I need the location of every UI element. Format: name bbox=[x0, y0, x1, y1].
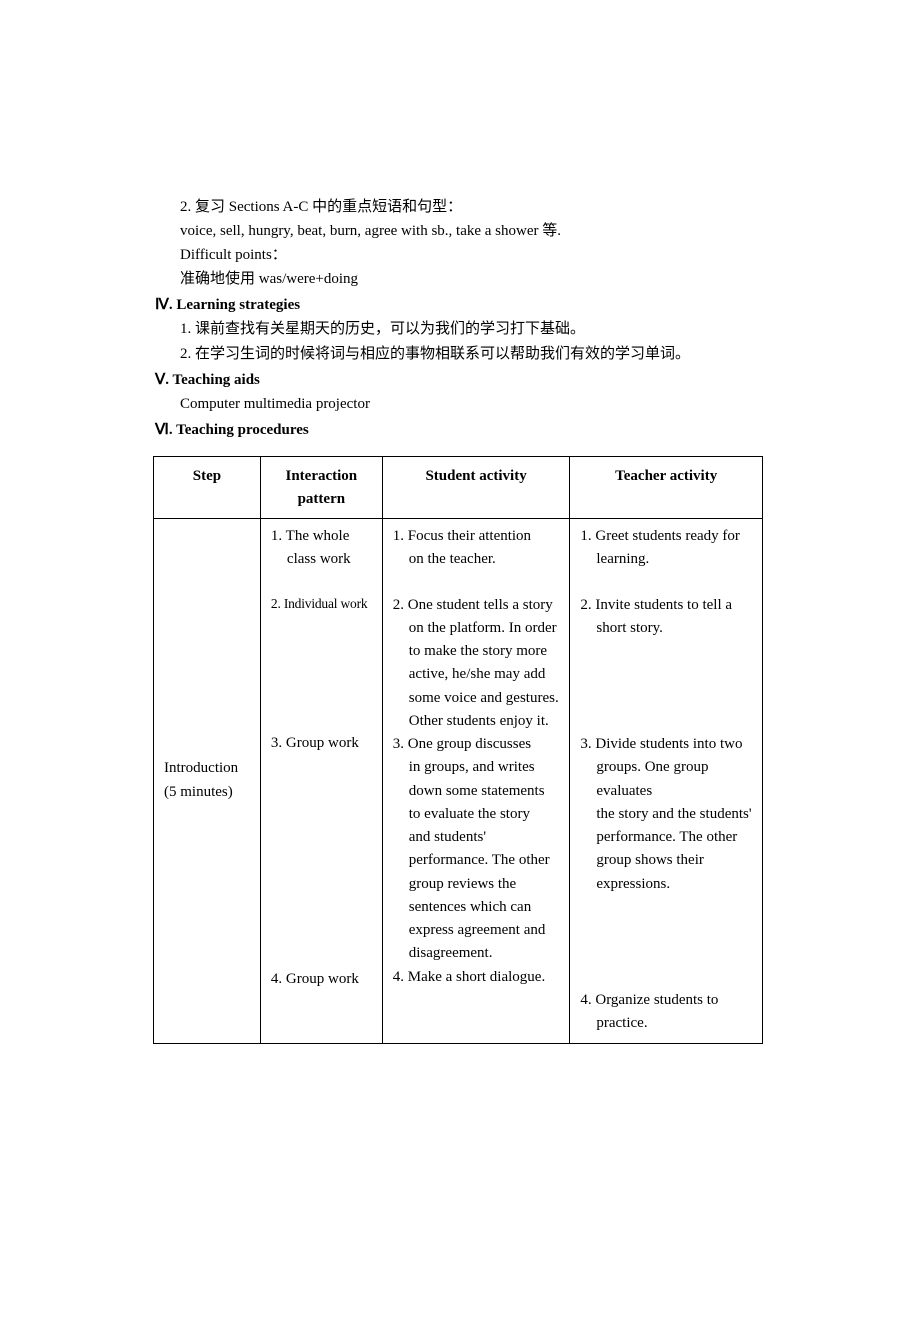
intro-line: voice, sell, hungry, beat, burn, agree w… bbox=[180, 219, 765, 243]
student-item: 1. Focus their attention bbox=[393, 525, 560, 548]
header-step: Step bbox=[154, 457, 261, 519]
section-4-item: 2. 在学习生词的时候将词与相应的事物相联系可以帮助我们有效的学习单词。 bbox=[180, 342, 765, 366]
interaction-item: class work bbox=[271, 548, 372, 571]
table-row: Introduction (5 minutes) 1. The whole cl… bbox=[154, 519, 763, 1044]
header-student: Student activity bbox=[382, 457, 570, 519]
student-item: and students' bbox=[393, 826, 560, 849]
student-item: some voice and gestures. bbox=[393, 687, 560, 710]
student-item: 2. One student tells a story bbox=[393, 594, 560, 617]
section-5-body: Computer multimedia projector bbox=[155, 392, 765, 416]
cell-student: 1. Focus their attention on the teacher.… bbox=[382, 519, 570, 1044]
teacher-item: groups. One group evaluates bbox=[580, 756, 752, 803]
table-header-row: Step Interaction pattern Student activit… bbox=[154, 457, 763, 519]
step-label: Introduction bbox=[164, 756, 250, 780]
step-duration: (5 minutes) bbox=[164, 780, 250, 804]
cell-step: Introduction (5 minutes) bbox=[154, 519, 261, 1044]
procedures-table: Step Interaction pattern Student activit… bbox=[153, 456, 763, 1044]
student-item: down some statements bbox=[393, 780, 560, 803]
student-item: in groups, and writes bbox=[393, 756, 560, 779]
teacher-item: learning. bbox=[580, 548, 752, 571]
cell-teacher: 1. Greet students ready for learning. 2.… bbox=[570, 519, 763, 1044]
section-4-body: 1. 课前查找有关星期天的历史，可以为我们的学习打下基础。 2. 在学习生词的时… bbox=[155, 317, 765, 366]
intro-line: Difficult points： bbox=[180, 243, 765, 267]
student-item: disagreement. bbox=[393, 942, 560, 965]
interaction-item: 2. Individual work bbox=[271, 594, 372, 615]
intro-line: 准确地使用 was/were+doing bbox=[180, 267, 765, 291]
roman-numeral: Ⅳ bbox=[155, 297, 169, 313]
student-item: on the teacher. bbox=[393, 548, 560, 571]
header-interaction: Interaction pattern bbox=[260, 457, 382, 519]
student-item: on the platform. In order bbox=[393, 617, 560, 640]
teacher-item: 1. Greet students ready for bbox=[580, 525, 752, 548]
intro-line: 2. 复习 Sections A-C 中的重点短语和句型： bbox=[180, 195, 765, 219]
roman-numeral: Ⅵ bbox=[155, 422, 169, 438]
teacher-item: group shows their bbox=[580, 849, 752, 872]
student-item: group reviews the bbox=[393, 873, 560, 896]
header-teacher: Teacher activity bbox=[570, 457, 763, 519]
student-item: Other students enjoy it. bbox=[393, 710, 560, 733]
teacher-item: performance. The other bbox=[580, 826, 752, 849]
student-item: performance. The other bbox=[393, 849, 560, 872]
teacher-item: expressions. bbox=[580, 873, 752, 896]
student-item: active, he/she may add bbox=[393, 663, 560, 686]
section-4-item: 1. 课前查找有关星期天的历史，可以为我们的学习打下基础。 bbox=[180, 317, 765, 341]
intro-block: 2. 复习 Sections A-C 中的重点短语和句型： voice, sel… bbox=[155, 195, 765, 291]
section-4-heading: Ⅳ. Learning strategies bbox=[155, 293, 765, 317]
section-6-heading: Ⅵ. Teaching procedures bbox=[155, 418, 765, 442]
section-5-text: Computer multimedia projector bbox=[180, 392, 765, 416]
teacher-item: the story and the students' bbox=[580, 803, 752, 826]
teacher-item: 2. Invite students to tell a bbox=[580, 594, 752, 617]
student-item: sentences which can bbox=[393, 896, 560, 919]
student-item: express agreement and bbox=[393, 919, 560, 942]
student-item: 3. One group discusses bbox=[393, 733, 560, 756]
interaction-item: 1. The whole bbox=[271, 525, 372, 548]
section-title: . Teaching procedures bbox=[169, 422, 309, 438]
teacher-item: 4. Organize students to bbox=[580, 989, 752, 1012]
interaction-item: 3. Group work bbox=[271, 732, 372, 755]
student-item: to make the story more bbox=[393, 640, 560, 663]
section-5-heading: Ⅴ. Teaching aids bbox=[155, 368, 765, 392]
section-title: . Teaching aids bbox=[165, 372, 260, 388]
student-item: 4. Make a short dialogue. bbox=[393, 966, 560, 989]
interaction-item: 4. Group work bbox=[271, 968, 372, 991]
teacher-item: short story. bbox=[580, 617, 752, 640]
roman-numeral: Ⅴ bbox=[155, 372, 165, 388]
student-item: to evaluate the story bbox=[393, 803, 560, 826]
teacher-item: practice. bbox=[580, 1012, 752, 1035]
teacher-item: 3. Divide students into two bbox=[580, 733, 752, 756]
section-title: . Learning strategies bbox=[169, 297, 300, 313]
cell-interaction: 1. The whole class work 2. Individual wo… bbox=[260, 519, 382, 1044]
